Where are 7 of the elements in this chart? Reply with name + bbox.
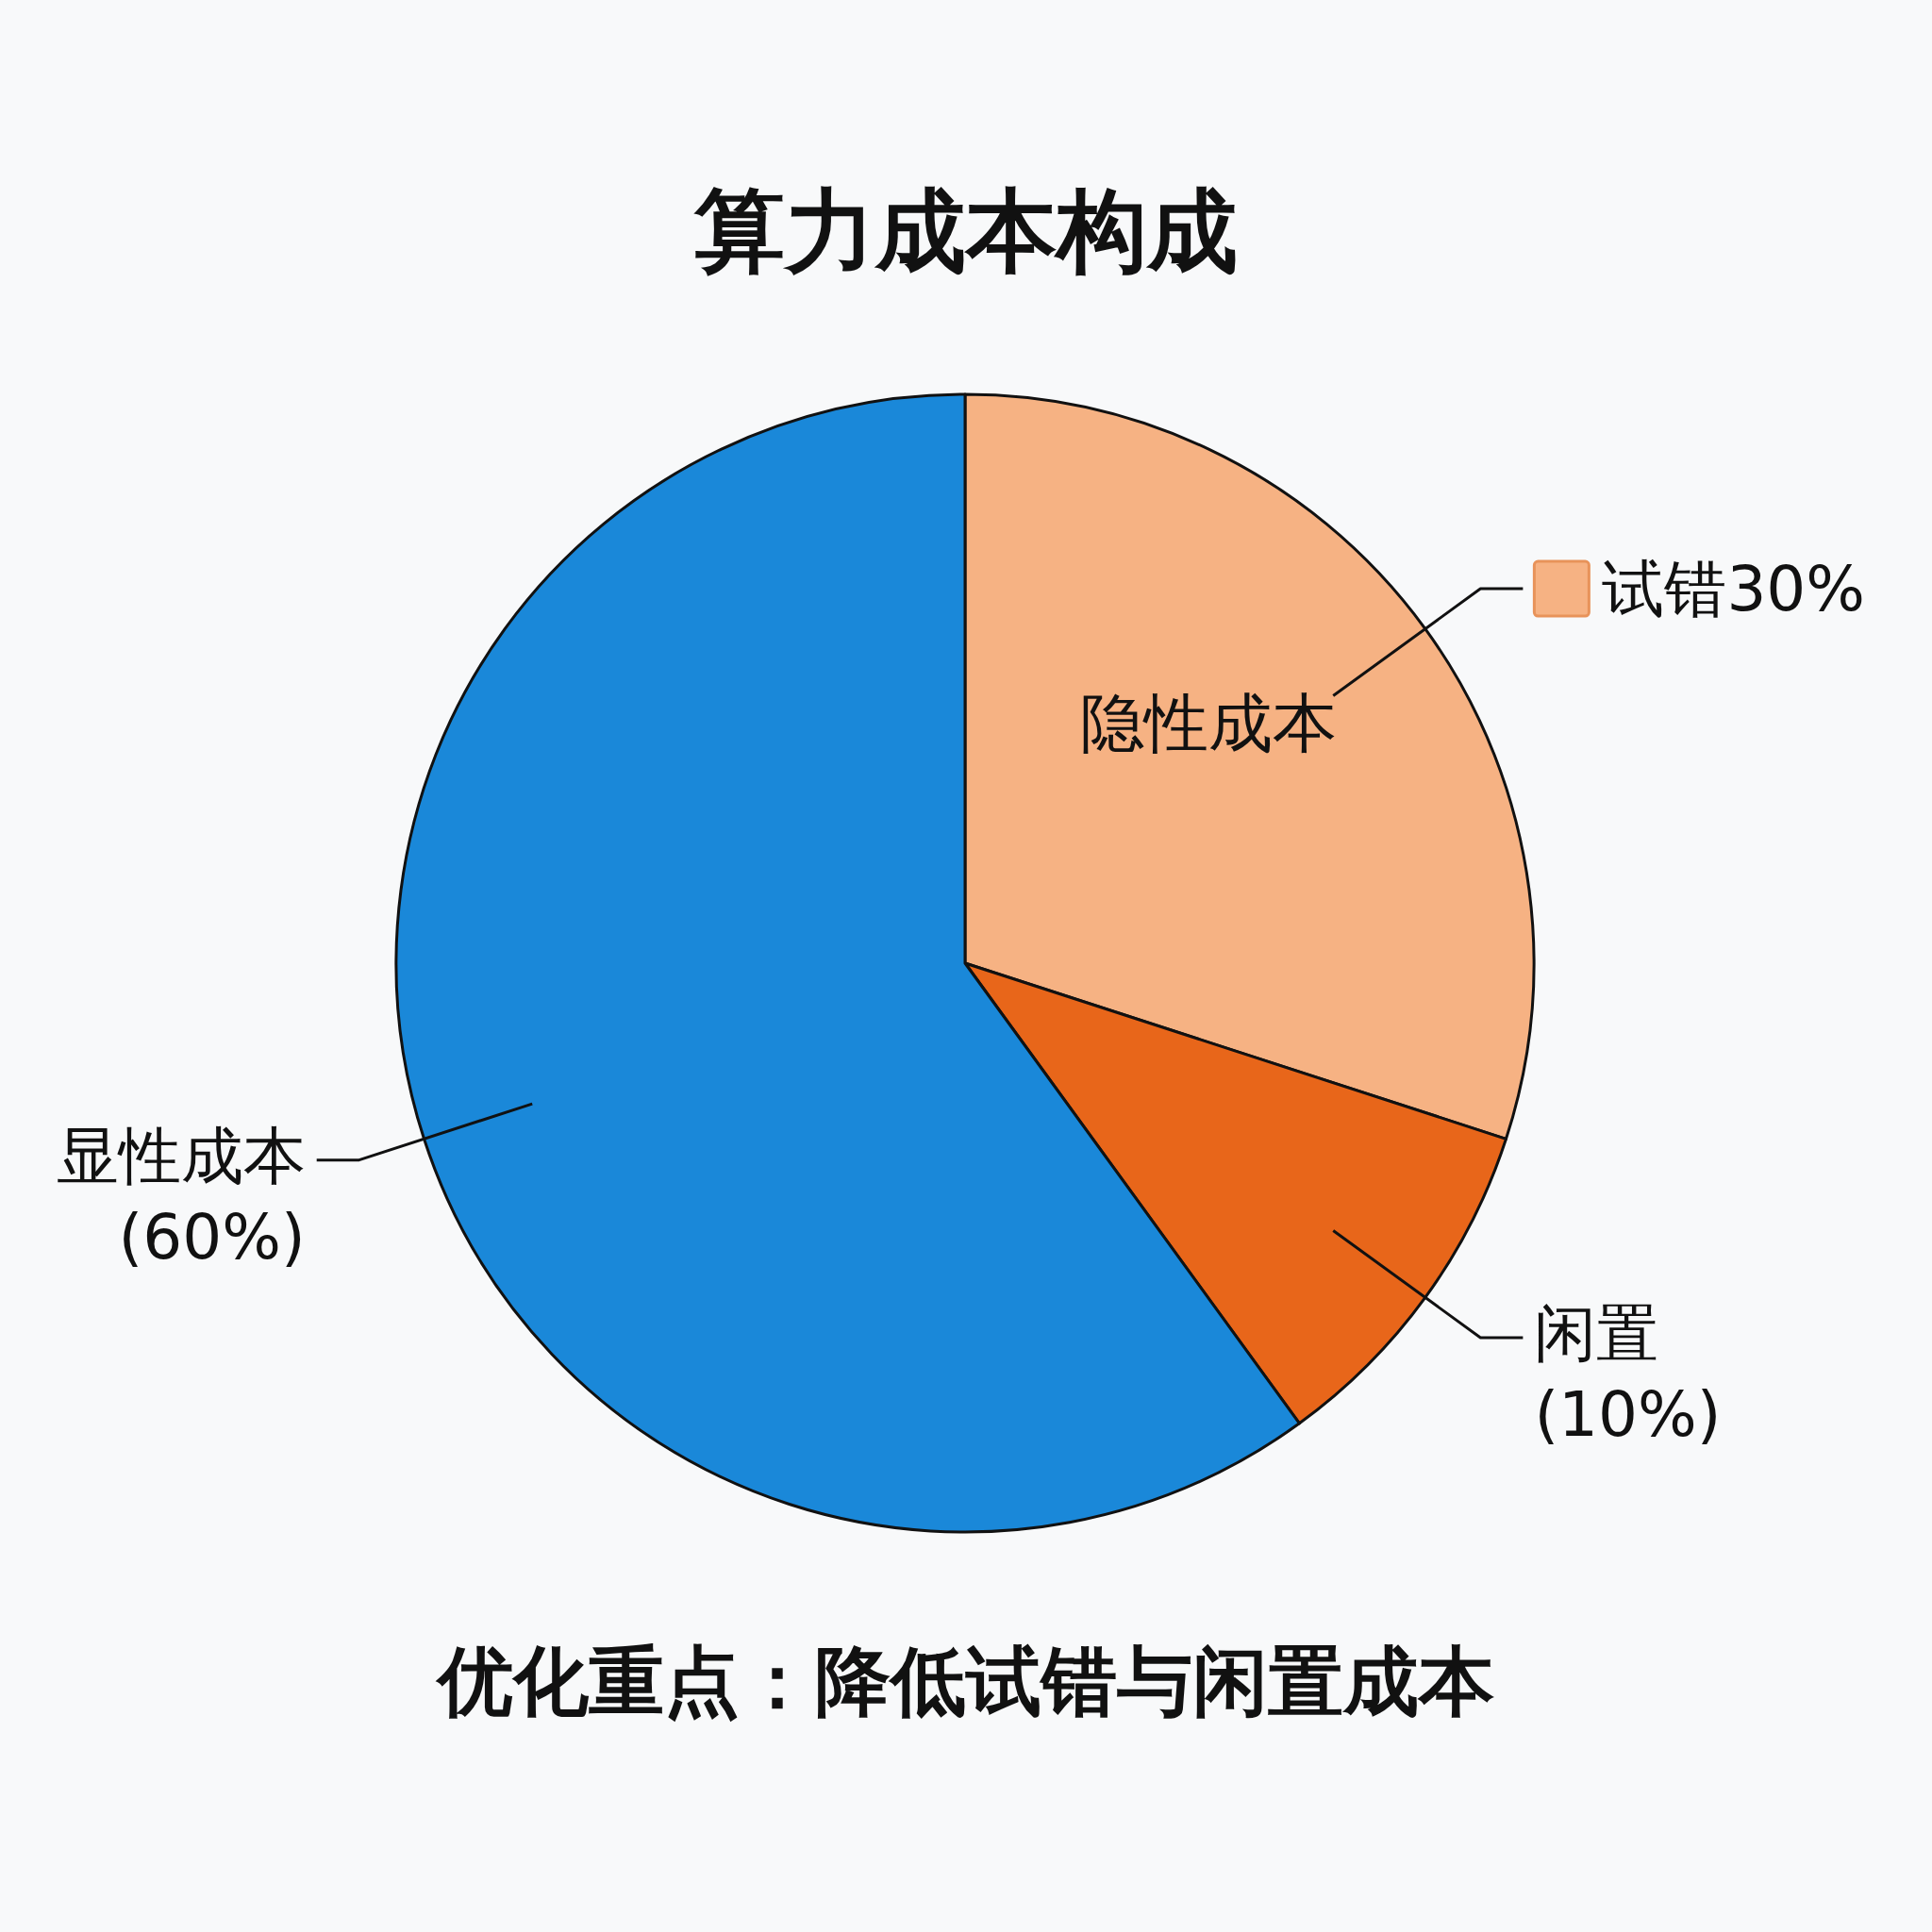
data-label: (10%)	[1534, 1378, 1722, 1452]
legend-label: 试错30%	[1602, 552, 1866, 625]
slice-label: 闲置	[1534, 1297, 1659, 1371]
data-label: (60%)	[118, 1201, 306, 1274]
text: 优化重点：降低试错与闲置成本	[435, 1637, 1494, 1725]
slice-label: 显性成本	[56, 1120, 306, 1193]
chart-title: 算力成本构成	[693, 178, 1238, 284]
